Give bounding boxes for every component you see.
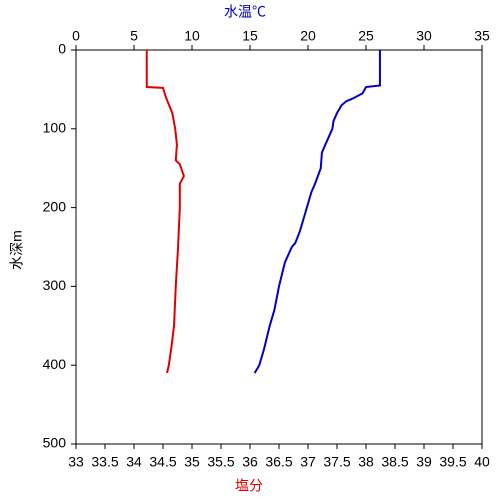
plot-frame [75,49,483,445]
y-tick-label: 200 [43,198,67,214]
x-tick-label: 38.5 [381,454,408,470]
x-tick-label: 39 [416,454,432,470]
y-tick-label: 100 [43,120,67,136]
y-tick-label: 500 [43,435,67,451]
x-tick-label: 40 [474,454,490,470]
x-tick-label: 34.5 [149,454,176,470]
x-tick-label: 37 [300,454,316,470]
x-tick-label: 34 [126,454,142,470]
x2-tick-label: 15 [242,28,258,44]
x-tick-label: 39.5 [439,454,466,470]
x-tick-label: 33 [68,454,84,470]
x2-tick-label: 20 [300,28,316,44]
x-tick-label: 36.5 [265,454,292,470]
x-axis-label: 塩分 [235,478,263,494]
x2-tick-label: 35 [474,28,490,44]
x2-axis-label: 水温℃ [224,4,266,20]
x2-tick-label: 25 [358,28,374,44]
x2-tick-label: 0 [72,28,80,44]
x-tick-label: 37.5 [323,454,350,470]
y-tick-label: 0 [58,41,66,57]
x-tick-label: 35 [184,454,200,470]
x-tick-label: 36 [242,454,258,470]
y-tick-label: 300 [43,277,67,293]
x2-tick-label: 5 [130,28,138,44]
profile-line [145,50,185,374]
x2-tick-label: 30 [416,28,432,44]
x2-tick-label: 10 [184,28,200,44]
x-tick-label: 33.5 [91,454,118,470]
profile-line [253,50,381,374]
y-axis-label: 水深m [9,230,25,270]
x-tick-label: 35.5 [207,454,234,470]
y-tick-label: 400 [43,356,67,372]
x-tick-label: 38 [358,454,374,470]
